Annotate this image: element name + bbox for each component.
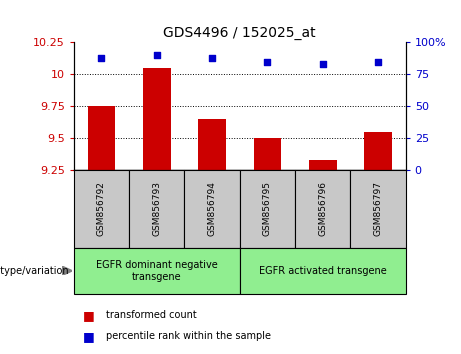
Point [374,59,382,64]
Text: percentile rank within the sample: percentile rank within the sample [106,331,271,341]
FancyBboxPatch shape [74,170,129,248]
Text: ■: ■ [83,309,95,321]
Text: GSM856795: GSM856795 [263,181,272,236]
Text: genotype/variation: genotype/variation [0,266,69,276]
Bar [309,160,337,170]
Text: GSM856797: GSM856797 [373,181,383,236]
Point [319,61,326,67]
Point [264,59,271,64]
FancyBboxPatch shape [240,170,295,248]
Text: GSM856794: GSM856794 [207,181,217,236]
Bar [254,138,281,170]
FancyBboxPatch shape [184,170,240,248]
Point [98,55,105,61]
FancyBboxPatch shape [240,248,406,294]
Polygon shape [62,266,72,275]
Title: GDS4496 / 152025_at: GDS4496 / 152025_at [163,26,316,40]
FancyBboxPatch shape [74,248,240,294]
Point [153,52,160,58]
Bar [364,132,392,170]
Text: GSM856796: GSM856796 [318,181,327,236]
FancyBboxPatch shape [295,170,350,248]
Text: ■: ■ [83,330,95,343]
Bar [143,68,171,170]
Text: EGFR activated transgene: EGFR activated transgene [259,266,387,276]
Bar [198,119,226,170]
Bar [88,106,115,170]
Text: EGFR dominant negative
transgene: EGFR dominant negative transgene [96,260,218,282]
FancyBboxPatch shape [350,170,406,248]
Text: GSM856793: GSM856793 [152,181,161,236]
Text: GSM856792: GSM856792 [97,181,106,236]
Point [208,55,216,61]
FancyBboxPatch shape [129,170,184,248]
Text: transformed count: transformed count [106,310,197,320]
